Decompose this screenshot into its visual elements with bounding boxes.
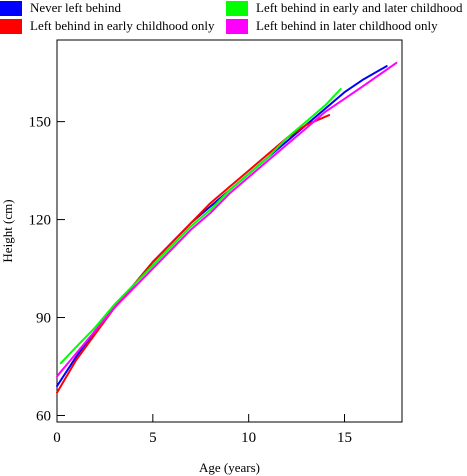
legend-swatch-red <box>0 18 22 34</box>
series-line-2 <box>59 88 342 365</box>
legend-swatch-magenta <box>226 18 248 34</box>
plot-frame <box>56 39 403 423</box>
legend-label: Left behind in early childhood only <box>30 18 215 33</box>
legend-item-later-childhood-only: Left behind in later childhood only <box>226 18 438 34</box>
y-tick-label: 120 <box>29 213 52 229</box>
legend-label: Left behind in later childhood only <box>256 18 438 33</box>
legend-item-early-and-later-childhood: Left behind in early and later childhood <box>226 0 462 16</box>
y-tick-label: 90 <box>36 311 51 327</box>
y-tick-label: 150 <box>29 115 52 131</box>
x-tick-label: 5 <box>149 430 157 446</box>
legend-swatch-blue <box>0 0 22 16</box>
y-axis-label: Height (cm) <box>0 199 15 262</box>
x-tick-label: 0 <box>53 430 61 446</box>
legend-item-early-childhood-only: Left behind in early childhood only <box>0 18 214 34</box>
legend-swatch-green <box>226 0 248 16</box>
x-axis-label: Age (years) <box>199 460 260 475</box>
legend-item-never-left-behind: Never left behind <box>0 0 121 16</box>
axis-layer: 0 5 10 15 60 90 120 150 <box>29 115 353 446</box>
series-line-1 <box>56 114 331 394</box>
plot-border <box>56 39 403 423</box>
x-tick-label: 15 <box>337 430 352 446</box>
series-line-3 <box>56 61 398 378</box>
series-layer <box>56 61 398 394</box>
series-line-0 <box>56 65 388 388</box>
x-tick-label: 10 <box>241 430 256 446</box>
legend-label: Never left behind <box>30 0 121 15</box>
y-tick-label: 60 <box>36 408 51 424</box>
legend-label: Left behind in early and later childhood <box>256 0 463 15</box>
